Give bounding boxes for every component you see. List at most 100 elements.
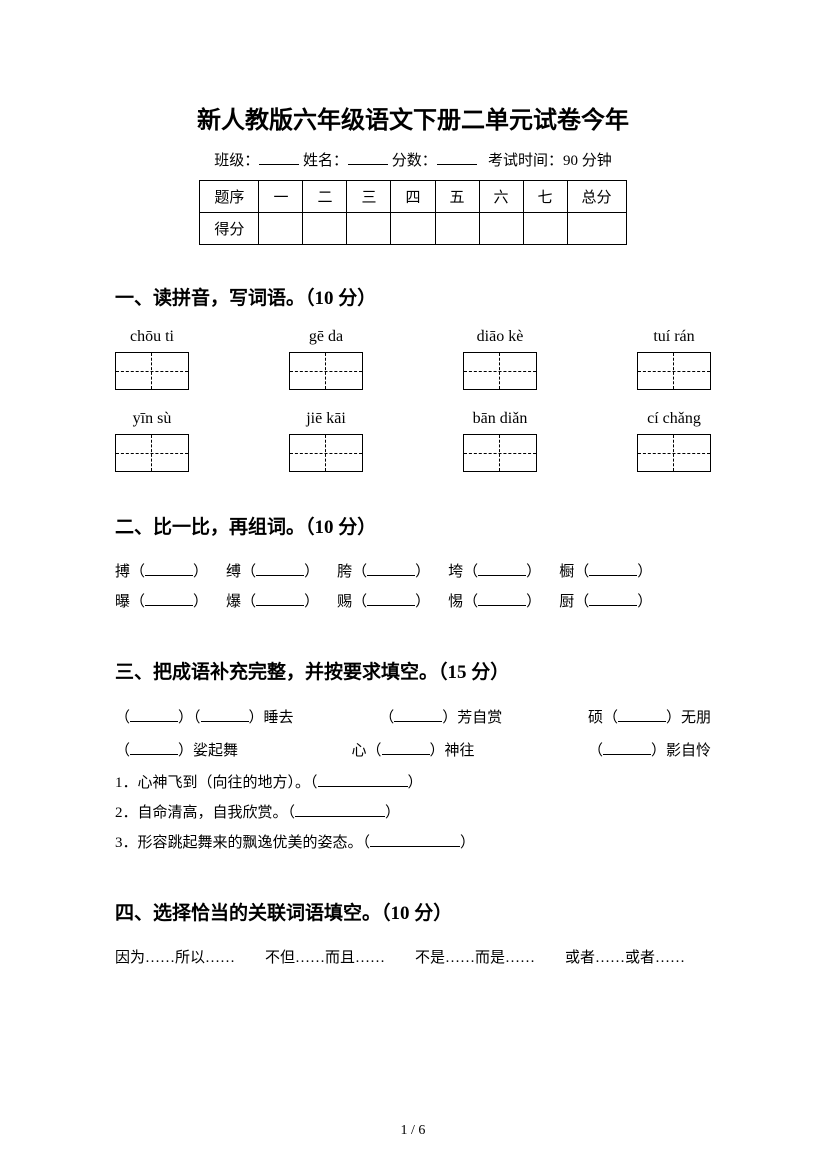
pinyin-group: tuí rán (637, 328, 711, 390)
numbered-1: 1．心神飞到（向往的地方）。（） (115, 768, 711, 798)
write-box[interactable] (637, 434, 711, 472)
pinyin-label: chōu ti (115, 328, 189, 346)
pinyin-group: jiē kāi (289, 410, 363, 472)
fill-blank[interactable] (201, 707, 249, 722)
char: 橱 (559, 564, 574, 580)
pinyin-label: tuí rán (637, 328, 711, 346)
char: 垮 (448, 564, 463, 580)
pinyin-label: diāo kè (463, 328, 537, 346)
score-cell[interactable] (391, 213, 435, 245)
score-cell[interactable] (347, 213, 391, 245)
header-cell: 六 (479, 181, 523, 213)
row-label: 得分 (200, 213, 259, 245)
name-blank[interactable] (348, 150, 388, 165)
idiom-line: （）（）睡去 （）芳自赏 硕（）无朋 （）娑起舞 心（）神往 （）影自怜 (115, 702, 711, 768)
fill-blank[interactable] (130, 740, 178, 755)
fill-blank[interactable] (478, 561, 526, 576)
time-label: 考试时间：90 分钟 (488, 153, 612, 169)
header-cell: 二 (303, 181, 347, 213)
info-line: 班级： 姓名： 分数： 考试时间：90 分钟 (115, 149, 711, 170)
char: 爆 (226, 594, 241, 610)
char: 缚 (226, 564, 241, 580)
fill-blank[interactable] (382, 740, 430, 755)
char: 搏 (115, 564, 130, 580)
section-heading: 三、把成语补充完整，并按要求填空。（15 分） (115, 657, 711, 684)
char-line-1: 搏（） 缚（） 胯（） 垮（） 橱（） (115, 557, 711, 587)
section-heading: 四、选择恰当的关联词语填空。（10 分） (115, 898, 711, 925)
conjunction-list: 因为……所以…… 不但……而且…… 不是……而是…… 或者……或者…… (115, 943, 711, 973)
fill-blank[interactable] (603, 740, 651, 755)
fill-blank[interactable] (394, 707, 442, 722)
write-box[interactable] (289, 352, 363, 390)
fill-blank[interactable] (589, 561, 637, 576)
numbered-2: 2．自命清高，自我欣赏。（） (115, 798, 711, 828)
pinyin-label: jiē kāi (289, 410, 363, 428)
fill-blank[interactable] (256, 561, 304, 576)
pinyin-row-1: chōu ti gē da diāo kè tuí rán (115, 328, 711, 390)
score-blank[interactable] (437, 150, 477, 165)
pinyin-group: chōu ti (115, 328, 189, 390)
char: 赐 (337, 594, 352, 610)
section-heading: 二、比一比，再组词。（10 分） (115, 512, 711, 539)
fill-blank[interactable] (367, 561, 415, 576)
table-row: 题序 一 二 三 四 五 六 七 总分 (200, 181, 626, 213)
score-cell[interactable] (259, 213, 303, 245)
fill-blank[interactable] (589, 591, 637, 606)
table-row: 得分 (200, 213, 626, 245)
header-cell: 四 (391, 181, 435, 213)
fill-blank[interactable] (256, 591, 304, 606)
page-title: 新人教版六年级语文下册二单元试卷今年 (115, 100, 711, 135)
fill-blank[interactable] (130, 707, 178, 722)
numbered-3: 3．形容跳起舞来的飘逸优美的姿态。（） (115, 828, 711, 858)
pinyin-label: yīn sù (115, 410, 189, 428)
fill-blank[interactable] (367, 591, 415, 606)
write-box[interactable] (637, 352, 711, 390)
char: 胯 (337, 564, 352, 580)
char: 厨 (559, 594, 574, 610)
header-cell: 题序 (200, 181, 259, 213)
section-heading: 一、读拼音，写词语。（10 分） (115, 283, 711, 310)
fill-blank[interactable] (145, 591, 193, 606)
write-box[interactable] (115, 434, 189, 472)
write-box[interactable] (463, 434, 537, 472)
char: 曝 (115, 594, 130, 610)
pinyin-row-2: yīn sù jiē kāi bān diǎn cí chǎng (115, 410, 711, 472)
fill-blank[interactable] (618, 707, 666, 722)
header-cell: 总分 (567, 181, 626, 213)
fill-blank[interactable] (145, 561, 193, 576)
class-blank[interactable] (259, 150, 299, 165)
header-cell: 三 (347, 181, 391, 213)
pinyin-label: gē da (289, 328, 363, 346)
score-label: 分数： (392, 153, 437, 169)
score-cell[interactable] (567, 213, 626, 245)
name-label: 姓名： (303, 153, 348, 169)
char: 惕 (448, 594, 463, 610)
char-line-2: 曝（） 爆（） 赐（） 惕（） 厨（） (115, 587, 711, 617)
score-cell[interactable] (435, 213, 479, 245)
fill-blank[interactable] (295, 802, 385, 817)
fill-blank[interactable] (318, 772, 408, 787)
pinyin-group: bān diǎn (463, 410, 537, 472)
fill-blank[interactable] (478, 591, 526, 606)
score-table: 题序 一 二 三 四 五 六 七 总分 得分 (199, 180, 626, 245)
pinyin-group: yīn sù (115, 410, 189, 472)
page-number: 1 / 6 (0, 1123, 826, 1139)
section-3: 三、把成语补充完整，并按要求填空。（15 分） （）（）睡去 （）芳自赏 硕（）… (115, 657, 711, 858)
header-cell: 五 (435, 181, 479, 213)
score-cell[interactable] (479, 213, 523, 245)
write-box[interactable] (289, 434, 363, 472)
pinyin-label: bān diǎn (463, 410, 537, 428)
score-cell[interactable] (303, 213, 347, 245)
score-cell[interactable] (523, 213, 567, 245)
header-cell: 一 (259, 181, 303, 213)
section-4: 四、选择恰当的关联词语填空。（10 分） 因为……所以…… 不但……而且…… 不… (115, 898, 711, 973)
class-label: 班级： (214, 153, 259, 169)
pinyin-label: cí chǎng (637, 410, 711, 428)
fill-blank[interactable] (370, 832, 460, 847)
pinyin-group: gē da (289, 328, 363, 390)
write-box[interactable] (115, 352, 189, 390)
pinyin-group: diāo kè (463, 328, 537, 390)
section-1: 一、读拼音，写词语。（10 分） chōu ti gē da diāo kè t… (115, 283, 711, 472)
write-box[interactable] (463, 352, 537, 390)
section-2: 二、比一比，再组词。（10 分） 搏（） 缚（） 胯（） 垮（） 橱（） 曝（）… (115, 512, 711, 617)
